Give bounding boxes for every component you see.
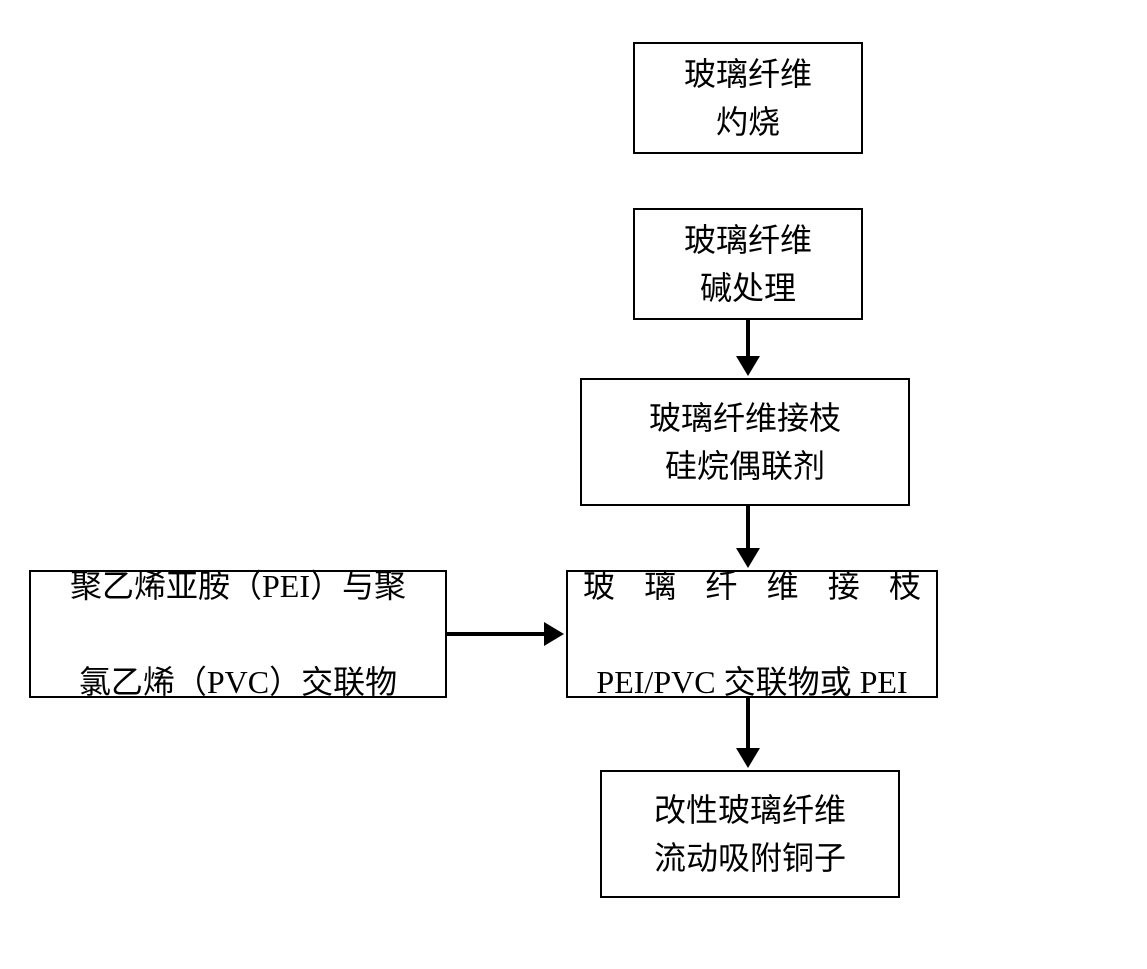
node-text: 玻璃纤维接枝 硅烷偶联剂: [649, 394, 841, 490]
node-text: 玻璃纤维 碱处理: [684, 216, 812, 312]
node-glass-fiber-silane: 玻璃纤维接枝 硅烷偶联剂: [580, 378, 910, 506]
node-line1: 聚乙烯亚胺（PEI）与聚: [46, 562, 430, 610]
node-line2: 氯乙烯（PVC）交联物: [46, 658, 430, 706]
arrow-head: [736, 748, 760, 768]
arrow-head: [736, 356, 760, 376]
arrow-head: [544, 622, 564, 646]
node-glass-fiber-graft-pei-pvc: 玻璃纤维接枝 PEI/PVC 交联物或 PEI: [566, 570, 938, 698]
arrow-n6-n4: [447, 632, 546, 636]
arrow-n4-n5: [746, 698, 750, 750]
arrow-n2-n3: [746, 320, 750, 358]
node-glass-fiber-alkali: 玻璃纤维 碱处理: [633, 208, 863, 320]
node-line2: PEI/PVC 交联物或 PEI: [583, 658, 921, 706]
node-pei-pvc-crosslink: 聚乙烯亚胺（PEI）与聚 氯乙烯（PVC）交联物: [29, 570, 447, 698]
node-text: 聚乙烯亚胺（PEI）与聚 氯乙烯（PVC）交联物: [46, 514, 430, 754]
node-text: 改性玻璃纤维 流动吸附铜子: [654, 786, 846, 882]
node-line1: 玻璃纤维接枝: [583, 562, 921, 610]
node-modified-glass-fiber-adsorb: 改性玻璃纤维 流动吸附铜子: [600, 770, 900, 898]
node-text: 玻璃纤维 灼烧: [684, 50, 812, 146]
node-text: 玻璃纤维接枝 PEI/PVC 交联物或 PEI: [583, 514, 921, 754]
node-glass-fiber-burn: 玻璃纤维 灼烧: [633, 42, 863, 154]
